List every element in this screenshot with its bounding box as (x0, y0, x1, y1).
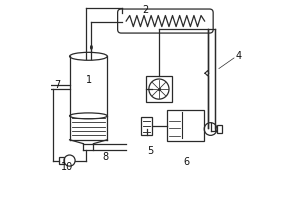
Text: 1: 1 (86, 75, 92, 85)
Bar (59, 157, 64, 164)
Text: 4: 4 (235, 51, 242, 61)
Text: 5: 5 (147, 146, 153, 156)
Text: 2: 2 (142, 5, 148, 15)
Bar (146, 76, 172, 102)
Text: 6: 6 (184, 157, 190, 167)
Bar (167, 110, 204, 141)
Bar (217, 125, 223, 133)
Bar (141, 117, 152, 135)
Text: 7: 7 (55, 80, 61, 90)
Text: 10: 10 (61, 162, 74, 172)
Text: 8: 8 (102, 152, 108, 162)
